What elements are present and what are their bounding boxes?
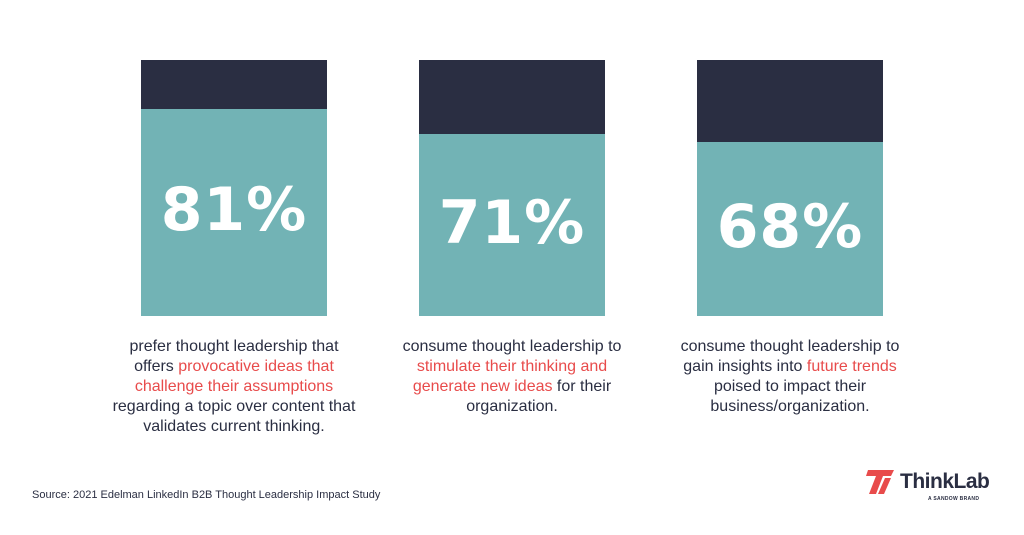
logo-wordmark: ThinkLab [900, 470, 990, 493]
caption-text: poised to impact their business/organiza… [710, 378, 870, 415]
caption-stimulate-thinking: consume thought leadership to stimulate … [387, 337, 637, 417]
logo-tagline: A SANDOW BRAND [928, 496, 980, 502]
caption-highlight: future trends [806, 358, 897, 375]
thinklab-logo-icon [866, 470, 894, 494]
caption-highlight: provocative ideas that challenge their a… [134, 358, 334, 395]
data-label: 81% [160, 175, 308, 245]
bar-81: 81% [141, 60, 327, 316]
bar-71: 71% [419, 60, 605, 316]
caption-text: for their organization. [466, 378, 612, 415]
caption-text: regarding a topic over content that vali… [112, 398, 356, 435]
caption-text: consume thought leadership to [402, 338, 622, 355]
caption-text: consume thought leadership to gain insig… [680, 338, 900, 375]
caption-future-trends: consume thought leadership to gain insig… [665, 337, 915, 417]
caption-highlight: stimulate their thinking and generate ne… [412, 358, 608, 395]
bar-fill [419, 134, 605, 316]
bar-fill [141, 109, 327, 316]
caption-provocative-ideas: prefer thought leadership that offers pr… [109, 337, 359, 437]
data-label: 68% [716, 192, 864, 262]
data-label: 71% [438, 188, 586, 258]
source-note: Source: 2021 Edelman LinkedIn B2B Though… [32, 489, 381, 501]
thinklab-logo: ThinkLab A SANDOW BRAND [866, 468, 996, 508]
bar-fill [697, 142, 883, 316]
caption-text: prefer thought leadership that offers [129, 338, 339, 375]
bar-68: 68% [697, 60, 883, 316]
